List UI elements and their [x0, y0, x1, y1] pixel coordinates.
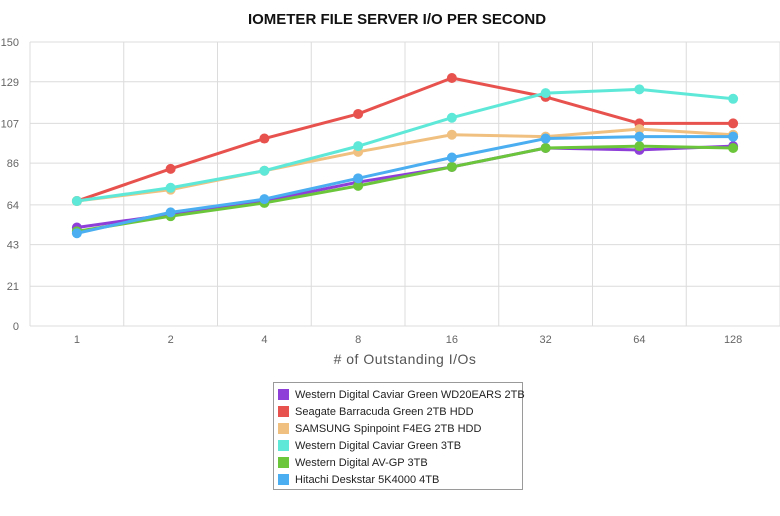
series-line-1 — [75, 76, 735, 203]
x-tick-label-0: 1 — [74, 334, 80, 346]
series-5-point-5 — [540, 133, 551, 144]
series-3-point-5 — [540, 88, 551, 99]
series-line-0 — [75, 144, 735, 230]
series-4-point-4 — [446, 161, 457, 172]
series-1-point-3 — [353, 108, 364, 119]
series-1 — [71, 72, 739, 207]
x-tick-label-6: 64 — [633, 334, 645, 346]
series-1-point-2 — [259, 133, 270, 144]
legend-label-1: Seagate Barracuda Green 2TB HDD — [295, 405, 474, 418]
legend-label-3: Western Digital Caviar Green 3TB — [295, 439, 462, 452]
x-axis-ticks: 1 2 4 8 16 32 64 128 — [74, 334, 742, 346]
x-tick-label-4: 16 — [446, 334, 458, 346]
series-5-point-4 — [446, 152, 457, 163]
x-axis-label: # of Outstanding I/Os — [334, 351, 477, 367]
legend-item-4: Western Digital AV-GP 3TB — [278, 454, 522, 471]
series-line-4 — [75, 144, 735, 233]
legend: Western Digital Caviar Green WD20EARS 2T… — [273, 382, 525, 490]
series-5-point-7 — [728, 131, 739, 142]
legend-label-5: Hitachi Deskstar 5K4000 4TB — [295, 473, 440, 486]
series-2-point-4 — [446, 129, 457, 140]
legend-item-3: Western Digital Caviar Green 3TB — [278, 437, 522, 454]
legend-item-1: Seagate Barracuda Green 2TB HDD — [278, 403, 522, 420]
legend-label-0: Western Digital Caviar Green WD20EARS 2T… — [295, 388, 525, 401]
y-tick-label-2: 43 — [7, 240, 19, 252]
y-tick-label-7: 150 — [1, 37, 19, 49]
series-3 — [71, 84, 739, 207]
series-1-point-1 — [165, 163, 176, 174]
series-4-point-5 — [540, 143, 551, 154]
series-1-point-4 — [446, 72, 457, 83]
series-3-point-7 — [728, 93, 739, 104]
line-chart: IOMETER FILE SERVER I/O PER SECOND 02143… — [1, 11, 780, 367]
legend-swatch-5 — [278, 474, 289, 485]
series-5-point-3 — [353, 173, 364, 184]
series-5-point-1 — [165, 207, 176, 218]
legend-swatch-0 — [278, 389, 289, 400]
x-tick-label-2: 4 — [261, 334, 267, 346]
series-2-point-6 — [634, 124, 645, 135]
series-3-point-1 — [165, 182, 176, 193]
series-3-point-6 — [634, 84, 645, 95]
series-5 — [71, 131, 739, 239]
series-5-point-2 — [259, 194, 270, 205]
legend-label-2: SAMSUNG Spinpoint F4EG 2TB HDD — [295, 422, 482, 435]
legend-item-5: Hitachi Deskstar 5K4000 4TB — [278, 471, 522, 488]
legend-swatch-3 — [278, 440, 289, 451]
series-3-point-4 — [446, 112, 457, 123]
grid — [29, 41, 780, 327]
series-line-3 — [75, 87, 735, 203]
legend-swatch-4 — [278, 457, 289, 468]
legend-swatch-2 — [278, 423, 289, 434]
series-3-point-0 — [71, 196, 82, 207]
y-tick-label-5: 107 — [1, 118, 19, 130]
y-tick-label-6: 129 — [1, 77, 19, 89]
chart-title: IOMETER FILE SERVER I/O PER SECOND — [248, 11, 546, 28]
x-tick-label-7: 128 — [724, 334, 742, 346]
series-4-point-7 — [728, 143, 739, 154]
y-tick-label-1: 21 — [7, 281, 19, 293]
x-tick-label-1: 2 — [168, 334, 174, 346]
series-line-5 — [75, 135, 735, 235]
legend-swatch-1 — [278, 406, 289, 417]
y-axis-ticks: 0 21 43 64 86 107 129 150 — [1, 37, 19, 333]
y-tick-label-0: 0 — [13, 321, 19, 333]
legend-item-2: SAMSUNG Spinpoint F4EG 2TB HDD — [278, 420, 522, 437]
series-4-point-3 — [353, 180, 364, 191]
x-tick-label-3: 8 — [355, 334, 361, 346]
series-3-point-3 — [353, 141, 364, 152]
legend-label-4: Western Digital AV-GP 3TB — [295, 456, 428, 469]
y-tick-label-3: 64 — [7, 200, 19, 212]
series-1-point-7 — [728, 118, 739, 129]
series-4-point-6 — [634, 141, 645, 152]
series-3-point-2 — [259, 165, 270, 176]
y-tick-label-4: 86 — [7, 158, 19, 170]
series-5-point-0 — [71, 228, 82, 239]
series-5-point-6 — [634, 131, 645, 142]
series-line-2 — [75, 127, 735, 203]
series-group — [71, 72, 739, 239]
x-tick-label-5: 32 — [540, 334, 552, 346]
legend-item-0: Western Digital Caviar Green WD20EARS 2T… — [278, 386, 525, 403]
